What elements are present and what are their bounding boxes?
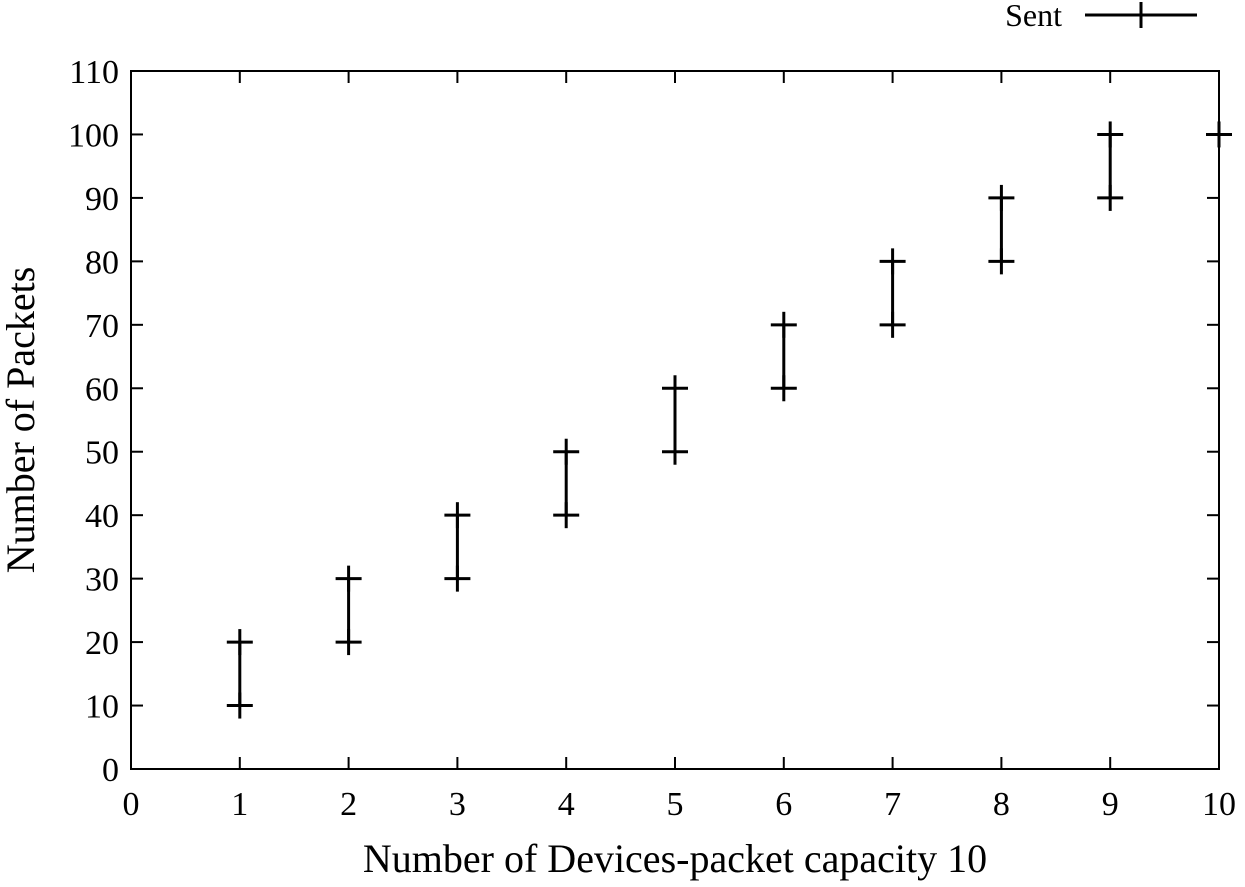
errorbar-x6: [770, 311, 797, 402]
x-tick-label: 7: [884, 786, 901, 823]
errorbar-x4: [553, 438, 580, 529]
y-tick-label: 80: [85, 244, 119, 281]
data-marks: [226, 121, 1232, 719]
y-axis-title: Number of Packets: [0, 267, 43, 574]
y-tick-label: 30: [85, 562, 119, 599]
errorbar-x2: [335, 565, 362, 656]
y-tick-label: 70: [85, 308, 119, 345]
y-tick-label: 50: [85, 435, 119, 472]
axis-ticks: [130, 70, 1220, 770]
x-axis-title: Number of Devices-packet capacity 10: [363, 836, 987, 881]
errorbar-x5: [662, 375, 688, 465]
x-tick-label: 6: [775, 786, 792, 823]
x-tick-label: 3: [449, 786, 466, 823]
x-tick-label: 1: [231, 786, 248, 823]
y-tick-label: 20: [85, 625, 119, 662]
x-tick-label: 9: [1102, 786, 1119, 823]
errorbar-x9: [1097, 121, 1124, 211]
legend-label-sent: Sent: [1005, 0, 1062, 33]
x-tick-label: 4: [558, 786, 575, 823]
errorbar-x7: [879, 248, 906, 338]
x-tick-label: 5: [667, 786, 684, 823]
x-tick-label: 2: [340, 786, 357, 823]
errorbar-x10: [1206, 121, 1232, 148]
x-tick-labels: 0 1 2 3 4 5 6 7 8 9 10: [123, 786, 1237, 823]
errorbar-x1: [226, 629, 253, 719]
x-tick-label: 10: [1202, 786, 1236, 823]
y-tick-label: 40: [85, 498, 119, 535]
y-tick-label: 10: [85, 689, 119, 726]
y-tick-label: 110: [69, 54, 119, 91]
y-tick-label: 90: [85, 181, 119, 218]
y-tick-label: 100: [68, 117, 119, 154]
x-tick-label: 8: [993, 786, 1010, 823]
y-tick-label: 60: [85, 371, 119, 408]
errorbar-x8: [988, 184, 1015, 275]
y-tick-label: 0: [102, 752, 119, 789]
legend: Sent: [1005, 0, 1197, 33]
y-tick-labels: 0 10 20 30 40 50 60 70 80 90 100 110: [68, 54, 119, 789]
x-tick-label: 0: [123, 786, 140, 823]
errorbar-x3: [444, 502, 471, 592]
